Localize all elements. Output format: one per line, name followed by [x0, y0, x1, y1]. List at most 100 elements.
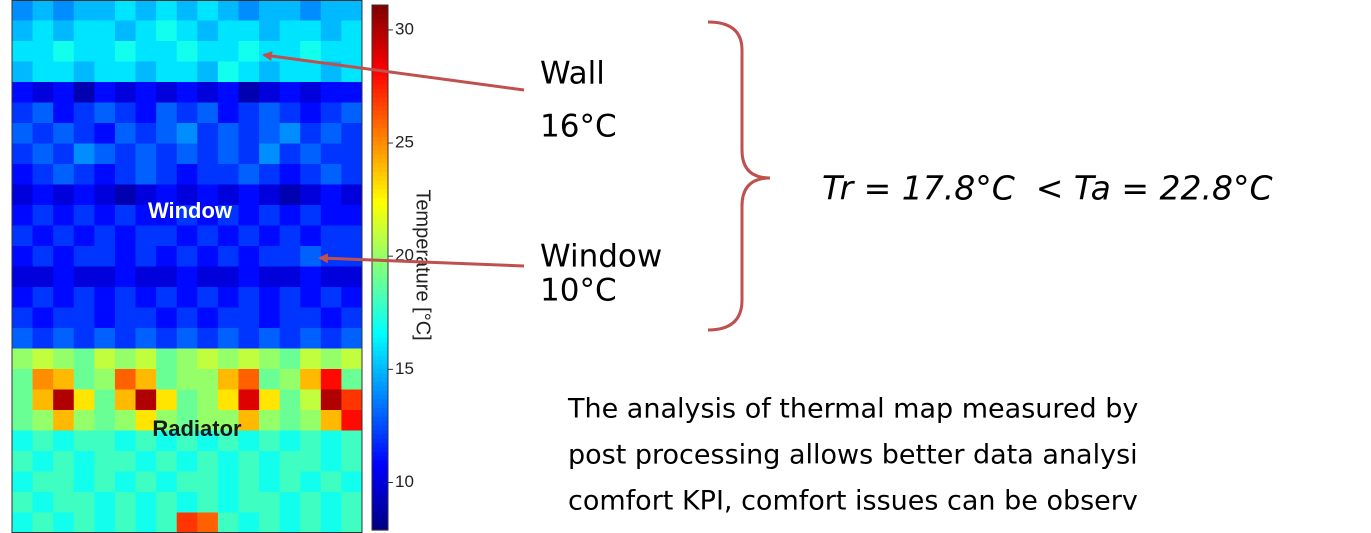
heat-cell — [53, 123, 74, 144]
heat-cell — [259, 205, 280, 226]
heat-cell — [300, 287, 321, 308]
colorbar-segment — [372, 167, 388, 172]
heat-cell — [115, 410, 136, 431]
heat-cell — [177, 62, 198, 83]
region-label: Window — [148, 198, 233, 223]
heat-cell — [259, 492, 280, 513]
heat-cell — [53, 390, 74, 411]
heat-cell — [218, 369, 239, 390]
heat-cell — [341, 205, 362, 226]
heat-cell — [94, 349, 115, 370]
colorbar-segment — [372, 513, 388, 518]
heat-cell — [259, 144, 280, 165]
heat-cell — [280, 123, 301, 144]
heat-cell — [238, 308, 259, 329]
heat-cell — [156, 41, 177, 62]
heat-cell — [12, 287, 33, 308]
heat-cell — [53, 267, 74, 288]
heat-cell — [115, 328, 136, 349]
heat-cell — [33, 492, 54, 513]
heat-cell — [177, 123, 198, 144]
heat-cell — [136, 369, 157, 390]
colorbar-segment — [372, 114, 388, 119]
colorbar-segment — [372, 447, 388, 452]
heat-cell — [218, 62, 239, 83]
colorbar-segment — [372, 154, 388, 159]
heat-cell — [238, 451, 259, 472]
heat-cell — [115, 62, 136, 83]
colorbar-segment — [372, 110, 388, 115]
heat-cell — [280, 185, 301, 206]
heat-cell — [177, 21, 198, 42]
heat-cell — [238, 349, 259, 370]
colorbar-segment — [372, 504, 388, 509]
heat-cell — [156, 451, 177, 472]
heat-cell — [33, 267, 54, 288]
heat-cell — [321, 0, 342, 21]
colorbar-segment — [372, 158, 388, 163]
heat-cell — [197, 513, 218, 533]
heat-cell — [321, 41, 342, 62]
heat-cell — [238, 164, 259, 185]
heat-cell — [197, 287, 218, 308]
heat-cell — [177, 246, 198, 267]
heat-cell — [280, 103, 301, 124]
heat-cell — [218, 41, 239, 62]
heat-cell — [12, 308, 33, 329]
heat-cell — [177, 472, 198, 493]
heat-cell — [74, 369, 95, 390]
heat-cell — [136, 144, 157, 165]
heat-cell — [74, 123, 95, 144]
heat-cell — [12, 369, 33, 390]
heat-cell — [177, 328, 198, 349]
heat-cell — [156, 103, 177, 124]
colorbar-segment — [372, 36, 388, 41]
colorbar-segment — [372, 364, 388, 369]
colorbar-segment — [372, 486, 388, 491]
colorbar-segment — [372, 58, 388, 63]
heat-cell — [177, 390, 198, 411]
colorbar-segment — [372, 329, 388, 334]
heat-cell — [94, 328, 115, 349]
colorbar-segment — [372, 456, 388, 461]
heat-cell — [156, 226, 177, 247]
colorbar-segment — [372, 202, 388, 207]
heat-cell — [136, 472, 157, 493]
heat-cell — [197, 472, 218, 493]
heat-cell — [321, 164, 342, 185]
heat-cell — [156, 267, 177, 288]
colorbar-segment — [372, 145, 388, 150]
colorbar-segment — [372, 224, 388, 229]
heat-cell — [115, 308, 136, 329]
heat-cell — [94, 103, 115, 124]
heat-cell — [33, 287, 54, 308]
heat-cell — [12, 144, 33, 165]
heat-cell — [218, 328, 239, 349]
colorbar-segment — [372, 451, 388, 456]
heat-cell — [74, 328, 95, 349]
colorbar-segment — [372, 254, 388, 259]
heat-cell — [218, 226, 239, 247]
colorbar-segment — [372, 268, 388, 273]
heat-cell — [74, 390, 95, 411]
heat-cell — [238, 205, 259, 226]
heat-cell — [115, 431, 136, 452]
colorbar-segment — [372, 464, 388, 469]
heat-cell — [136, 308, 157, 329]
colorbar-segment — [372, 386, 388, 391]
heat-cell — [94, 308, 115, 329]
heat-cell — [341, 246, 362, 267]
heat-cell — [33, 513, 54, 533]
heat-cell — [341, 103, 362, 124]
heat-cell — [33, 472, 54, 493]
heat-cell — [259, 62, 280, 83]
heat-cell — [94, 246, 115, 267]
colorbar-segment — [372, 307, 388, 312]
heat-cell — [259, 328, 280, 349]
colorbar-segment — [372, 31, 388, 36]
heat-cell — [136, 287, 157, 308]
colorbar-segment — [372, 9, 388, 14]
heat-cell — [341, 41, 362, 62]
heat-cell — [321, 308, 342, 329]
heat-cell — [218, 267, 239, 288]
